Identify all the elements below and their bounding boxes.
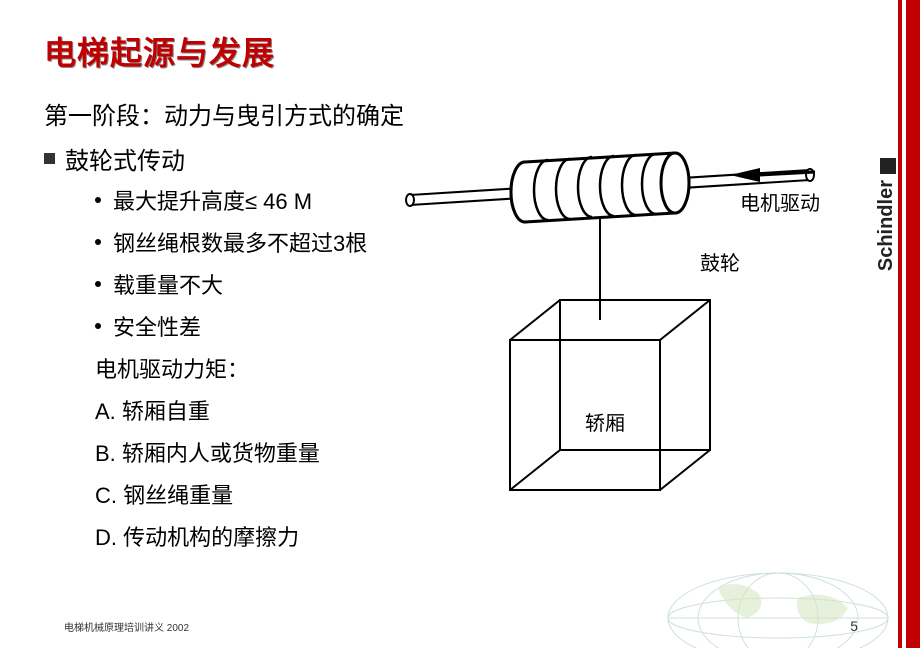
title-text: 电梯起源与发展 <box>44 35 275 71</box>
brand-square-icon <box>880 158 896 174</box>
page-number: 5 <box>850 618 858 634</box>
slide-title: 电梯起源与发展 <box>44 28 880 74</box>
brand-name: Schindler <box>875 180 898 271</box>
dot-icon <box>95 197 101 203</box>
dot-icon <box>95 323 101 329</box>
subtitle: 第一阶段：动力与曳引方式的确定 <box>44 96 880 131</box>
drum-elevator-diagram: 电机驱动 鼓轮 轿厢 <box>400 130 830 510</box>
main-bullet-text: 鼓轮式传动 <box>65 141 185 176</box>
motor-drive-label: 电机驱动 <box>740 192 820 215</box>
dot-icon <box>95 281 101 287</box>
car-label: 轿厢 <box>585 412 625 435</box>
right-accent-bars <box>898 0 920 648</box>
drum-label: 鼓轮 <box>700 252 740 275</box>
dot-icon <box>95 239 101 245</box>
sub-text: 安全性差 <box>113 310 201 342</box>
square-bullet-icon <box>44 153 55 164</box>
accent-bar-thick <box>906 0 920 648</box>
globe-background <box>658 548 898 648</box>
slide-container: 电梯起源与发展 第一阶段：动力与曳引方式的确定 鼓轮式传动 最大提升高度≤ 46… <box>0 0 920 648</box>
sub-text: 钢丝绳根数最多不超过3根 <box>113 226 367 258</box>
sub-text: 载重量不大 <box>113 268 223 300</box>
sub-text: 最大提升高度≤ 46 M <box>113 184 312 216</box>
accent-bar-thin <box>898 0 902 648</box>
footer-text: 电梯机械原理培训讲义 2002 <box>64 619 189 634</box>
